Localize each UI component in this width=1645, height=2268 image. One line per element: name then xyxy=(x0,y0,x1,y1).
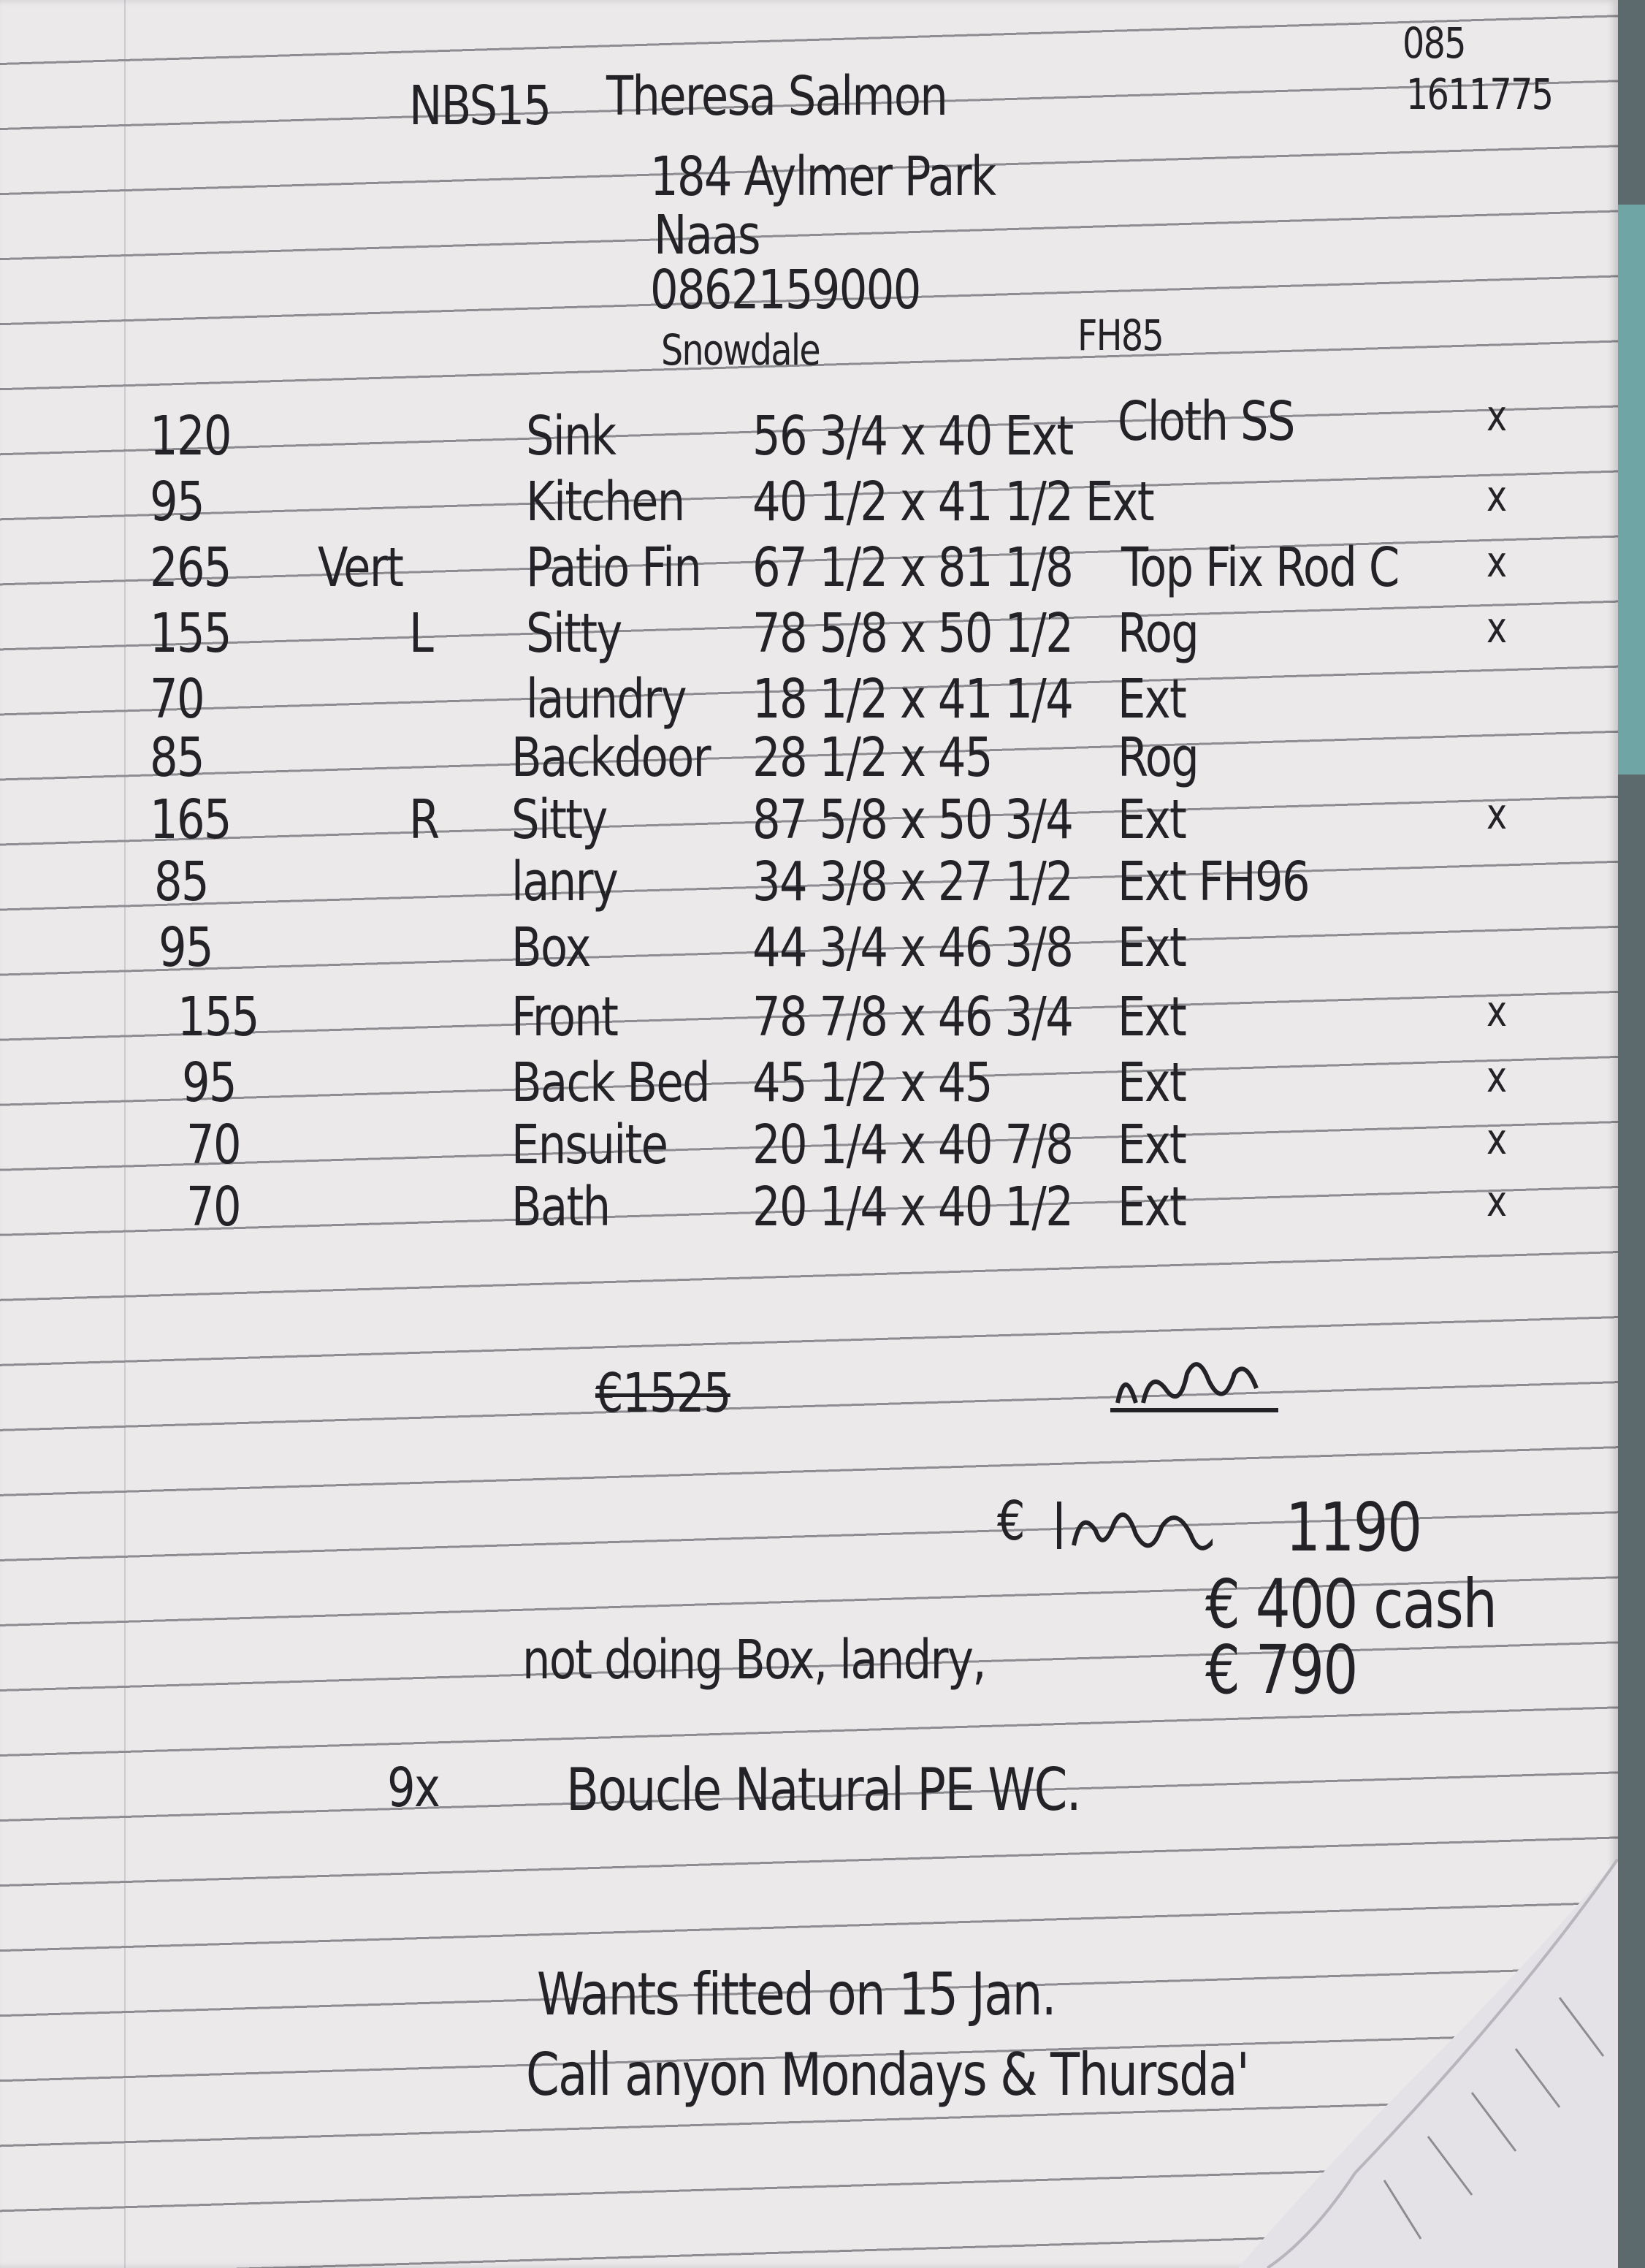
row-size: 20 1/4 x 40 7/8 xyxy=(752,1114,1074,1176)
scribbled-amount xyxy=(1057,1502,1213,1550)
row-size: 20 1/4 x 40 1/2 xyxy=(752,1176,1074,1238)
row-price: 70 xyxy=(186,1176,242,1238)
row-note: Ext xyxy=(1118,668,1187,731)
row-room: Sink xyxy=(526,405,617,468)
row-price: 95 xyxy=(182,1051,237,1114)
not-doing-note: not doing Box, landry, xyxy=(522,1629,987,1692)
row-note: Ext FH96 xyxy=(1118,850,1310,913)
row-price: 70 xyxy=(150,668,205,731)
row-tick: x xyxy=(1486,1176,1507,1226)
row-size: 44 3/4 x 46 3/8 xyxy=(752,916,1074,979)
row-room: Back Bed xyxy=(511,1051,711,1114)
phone: 0862159000 xyxy=(650,259,921,321)
row-note: Rog xyxy=(1118,602,1199,665)
row-room: Kitchen xyxy=(526,471,685,533)
row-size: 45 1/2 x 45 xyxy=(752,1051,993,1114)
row-price: 95 xyxy=(159,916,214,979)
row-tick: x xyxy=(1486,986,1507,1036)
row-room: Ensuite xyxy=(511,1114,668,1176)
page-tab xyxy=(1618,205,1645,775)
row-size: 18 1/2 x 41 1/4 xyxy=(752,668,1074,731)
corner-number: 1611775 xyxy=(1406,69,1554,119)
row-note: Ext xyxy=(1118,1051,1187,1114)
row-room: Patio Fin xyxy=(526,536,702,599)
balance: € 790 xyxy=(1205,1631,1358,1709)
ref: NBS15 xyxy=(409,75,551,137)
row-price: 70 xyxy=(186,1114,242,1176)
row-price: 165 xyxy=(150,788,232,851)
row-note: Ext xyxy=(1118,788,1187,851)
row-note: Ext xyxy=(1118,1176,1187,1238)
row-tick: x xyxy=(1486,471,1507,521)
row-room: lanry xyxy=(511,850,619,913)
row-tick: x xyxy=(1486,789,1507,839)
row-tick: x xyxy=(1486,391,1507,441)
row-note: Cloth SS xyxy=(1118,390,1295,453)
row-size: 78 5/8 x 50 1/2 xyxy=(752,602,1074,665)
customer-name: Theresa Salmon xyxy=(606,65,948,128)
cash-paid: € 400 cash xyxy=(1205,1565,1497,1643)
row-price: 85 xyxy=(150,726,205,789)
row-size: 40 1/2 x 41 1/2 Ext xyxy=(752,471,1155,533)
row-tick: x xyxy=(1486,1052,1507,1102)
row-room: laundry xyxy=(526,668,687,731)
contact-note: Call anyon Mondays & Thursda' xyxy=(526,2041,1250,2109)
corner-code: 085 xyxy=(1402,18,1467,68)
fit-date-note: Wants fitted on 15 Jan. xyxy=(537,1960,1057,2028)
scribbled-total xyxy=(1110,1362,1278,1412)
page-curl xyxy=(1238,1859,1618,2268)
row-size: 28 1/2 x 45 xyxy=(752,726,993,789)
row-note: Ext xyxy=(1118,1114,1187,1176)
euro-sign: € xyxy=(997,1490,1026,1553)
row-side: L xyxy=(409,602,434,665)
row-price: 85 xyxy=(154,850,210,913)
row-tick: x xyxy=(1486,1114,1507,1164)
row-price: 265 xyxy=(150,536,232,599)
row-size: 87 5/8 x 50 3/4 xyxy=(752,788,1074,851)
row-size: 78 7/8 x 46 3/4 xyxy=(752,986,1074,1049)
margin-line xyxy=(124,0,126,2268)
row-tick: x xyxy=(1486,537,1507,587)
row-price: 120 xyxy=(150,405,232,468)
row-size: 67 1/2 x 81 1/8 xyxy=(752,536,1074,599)
row-size: 56 3/4 x 40 Ext xyxy=(752,405,1074,468)
crossed-total: €1525 xyxy=(595,1362,731,1425)
row-price: 95 xyxy=(150,471,205,533)
fabric: Snowdale xyxy=(661,325,821,375)
row-room: Backdoor xyxy=(511,726,711,789)
product: Boucle Natural PE WC. xyxy=(566,1756,1082,1824)
row-note: Ext xyxy=(1118,986,1187,1049)
row-price: 155 xyxy=(150,602,232,665)
address-line1: 184 Aylmer Park xyxy=(650,145,996,208)
row-side: R xyxy=(409,788,440,851)
row-room: Front xyxy=(511,986,619,1049)
row-room: Sitty xyxy=(511,788,608,851)
quantity: 9x xyxy=(387,1757,440,1819)
row-side: Vert xyxy=(318,536,404,599)
row-room: Box xyxy=(511,916,592,979)
row-room: Sitty xyxy=(526,602,622,665)
row-note: Rog xyxy=(1118,726,1199,789)
row-tick: x xyxy=(1486,603,1507,652)
revised-total: 1190 xyxy=(1286,1488,1422,1567)
row-price: 155 xyxy=(178,986,260,1049)
row-room: Bath xyxy=(511,1176,611,1238)
row-size: 34 3/8 x 27 1/2 xyxy=(752,850,1074,913)
address-line2: Naas xyxy=(654,204,760,267)
fabric-code: FH85 xyxy=(1077,311,1164,360)
row-note: Top Fix Rod C xyxy=(1121,536,1400,599)
row-note: Ext xyxy=(1118,916,1187,979)
